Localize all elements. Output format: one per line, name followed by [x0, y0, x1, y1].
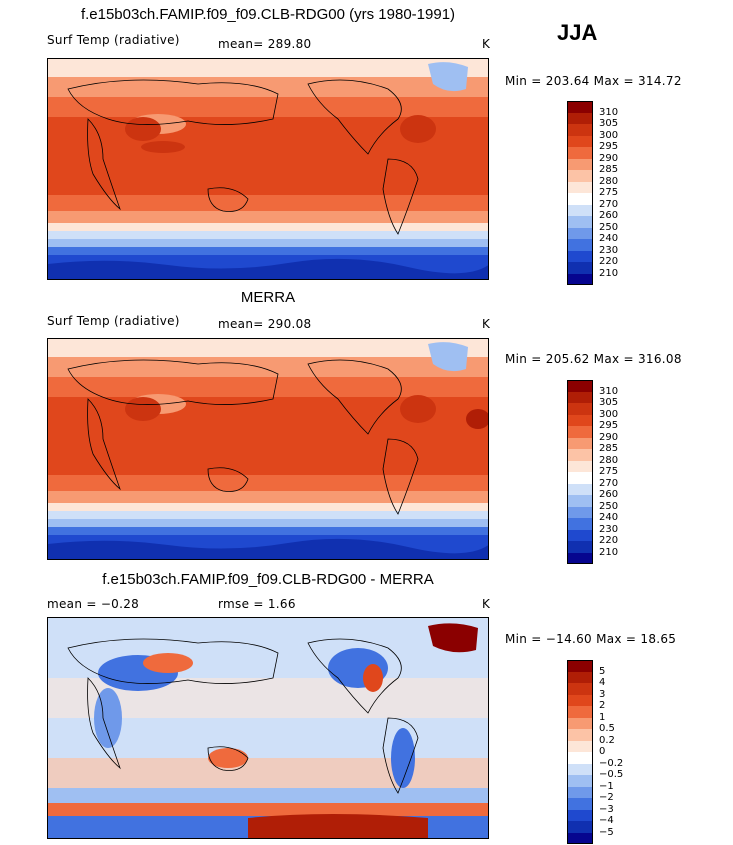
colorbar-tick-label: 250: [599, 221, 619, 233]
colorbar-tick-label: 240: [599, 233, 619, 244]
colorbar-tick-label: −2: [599, 792, 614, 803]
colorbar-tick-label: 300: [599, 408, 619, 420]
colorbar-tick-label: −1: [599, 780, 614, 792]
colorbar-tick-label: 270: [599, 198, 619, 210]
colorbar-tick-label: 260: [599, 210, 619, 221]
colorbar-tick-label: 275: [599, 466, 619, 477]
panel-2-units: K: [482, 317, 491, 331]
colorbar-tick-label: 260: [599, 489, 619, 500]
panel-2-map: [47, 338, 489, 560]
colorbar-tick-label: 4: [599, 677, 606, 688]
colorbar-tick-label: 280: [599, 175, 619, 187]
colorbar-tick-label: 285: [599, 443, 619, 454]
colorbar-tick-label: 295: [599, 420, 619, 431]
colorbar-tick-label: 305: [599, 118, 619, 129]
colorbar-tick-label: 220: [599, 256, 619, 267]
colorbar-tick-label: 270: [599, 477, 619, 489]
colorbar-tick-label: 0: [599, 746, 606, 757]
panel-2-map-svg: [48, 339, 488, 559]
panel-3-units: K: [482, 597, 491, 611]
colorbar-tick-label: 290: [599, 431, 619, 443]
panel-1-variable: Surf Temp (radiative): [47, 33, 180, 47]
colorbar-frame: [567, 101, 593, 285]
colorbar-tick-label: 230: [599, 523, 619, 535]
panel-2-variable: Surf Temp (radiative): [47, 314, 180, 328]
colorbar-tick-label: 210: [599, 546, 619, 558]
panel-2-title: MERRA: [240, 289, 296, 306]
colorbar-frame: [567, 660, 593, 844]
panel-1-map: [47, 58, 489, 280]
colorbar-tick-label: 220: [599, 535, 619, 546]
panel-1-title: f.e15b03ch.FAMIP.f09_f09.CLB-RDG00 (yrs …: [80, 6, 456, 23]
colorbar-tick-label: 240: [599, 512, 619, 523]
panel-2-mean: mean= 290.08: [218, 317, 312, 331]
panel-1-mean: mean= 289.80: [218, 37, 312, 51]
colorbar-tick-label: 275: [599, 187, 619, 198]
colorbar-tick-label: 0.2: [599, 734, 615, 746]
panel-2-minmax: Min = 205.62 Max = 316.08: [505, 352, 682, 366]
colorbar-tick-label: −0.5: [599, 769, 624, 780]
colorbar-tick-label: 0.5: [599, 723, 615, 734]
colorbar-tick-label: 230: [599, 244, 619, 256]
colorbar-tick-label: 285: [599, 164, 619, 175]
panel-3-rmse: rmse = 1.66: [218, 597, 296, 611]
colorbar-tick-label: 3: [599, 688, 606, 700]
colorbar-tick-label: 305: [599, 397, 619, 408]
panel-3-map: [47, 617, 489, 839]
colorbar-tick-label: −4: [599, 815, 614, 826]
panel-3-mean: mean = −0.28: [47, 597, 140, 611]
panel-1-minmax: Min = 203.64 Max = 314.72: [505, 74, 682, 88]
colorbar-tick-label: 310: [599, 106, 619, 118]
colorbar-tick-label: 250: [599, 500, 619, 512]
colorbar-tick-label: 2: [599, 700, 606, 711]
panel-3-title: f.e15b03ch.FAMIP.f09_f09.CLB-RDG00 - MER…: [102, 571, 434, 588]
panel-1-map-svg: [48, 59, 488, 279]
colorbar-tick-label: 280: [599, 454, 619, 466]
colorbar-tick-label: 210: [599, 267, 619, 279]
colorbar-tick-label: 1: [599, 711, 606, 723]
colorbar-tick-label: −0.2: [599, 757, 624, 769]
colorbar-tick-label: −3: [599, 803, 614, 815]
panel-3-minmax: Min = −14.60 Max = 18.65: [505, 632, 677, 646]
colorbar-tick-label: 5: [599, 665, 606, 677]
season-label: JJA: [557, 20, 598, 45]
colorbar-tick-label: 295: [599, 141, 619, 152]
colorbar-tick-label: −5: [599, 826, 614, 838]
panel-1-units: K: [482, 37, 491, 51]
colorbar-tick-label: 310: [599, 385, 619, 397]
panel-3-map-svg: [48, 618, 488, 838]
colorbar-frame: [567, 380, 593, 564]
colorbar-tick-label: 300: [599, 129, 619, 141]
colorbar-tick-label: 290: [599, 152, 619, 164]
